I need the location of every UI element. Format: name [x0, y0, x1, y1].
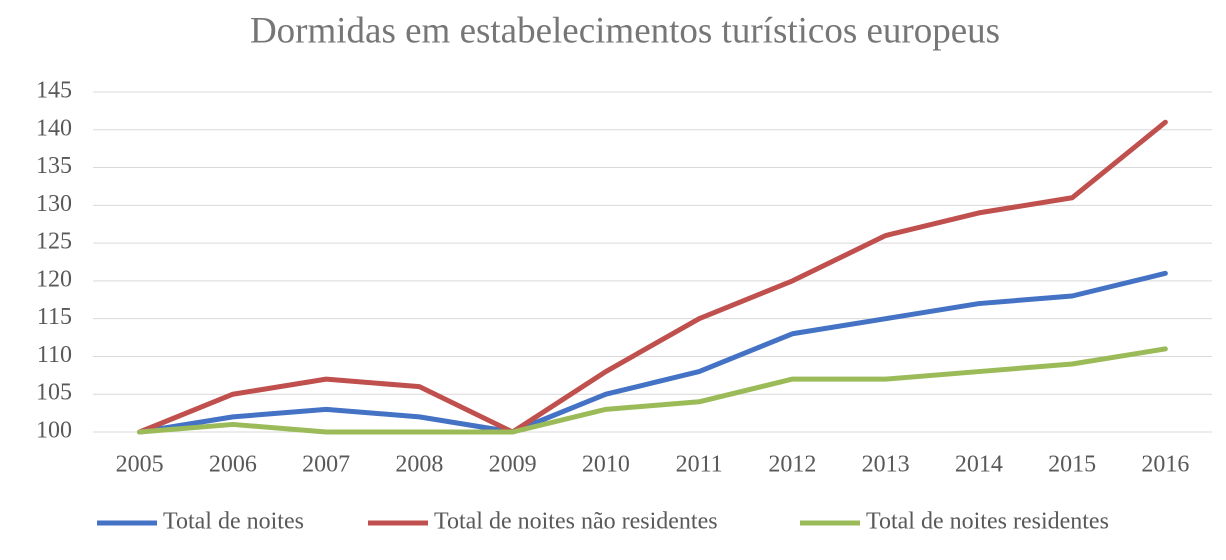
- y-tick-label: 135: [36, 153, 72, 179]
- x-tick-label: 2005: [116, 452, 164, 478]
- x-tick-label: 2007: [302, 452, 350, 478]
- y-tick-label: 140: [36, 115, 72, 141]
- y-tick-label: 110: [37, 342, 72, 368]
- x-tick-label: 2009: [489, 452, 537, 478]
- x-tick-label: 2010: [582, 452, 630, 478]
- chart-title: Dormidas em estabelecimentos turísticos …: [250, 10, 1000, 51]
- x-tick-label: 2011: [676, 452, 723, 478]
- y-tick-label: 100: [36, 418, 72, 444]
- y-tick-label: 115: [37, 304, 72, 330]
- y-tick-label: 105: [36, 380, 72, 406]
- x-tick-label: 2008: [395, 452, 443, 478]
- x-tick-label: 2012: [768, 452, 816, 478]
- series-line: [137, 119, 1168, 435]
- y-tick-label: 130: [36, 191, 72, 217]
- legend-label: Total de noites residentes: [866, 509, 1109, 535]
- y-tick-label: 145: [36, 78, 72, 104]
- series-line: [137, 270, 1168, 435]
- x-tick-label: 2006: [209, 452, 257, 478]
- legend-label: Total de noites não residentes: [434, 509, 718, 535]
- x-tick-label: 2016: [1141, 452, 1189, 478]
- x-tick-label: 2015: [1048, 452, 1096, 478]
- legend-label: Total de noites: [163, 509, 304, 535]
- y-tick-label: 120: [36, 266, 72, 292]
- x-tick-label: 2013: [862, 452, 910, 478]
- y-tick-label: 125: [36, 229, 72, 255]
- x-tick-label: 2014: [955, 452, 1003, 478]
- series-line: [137, 346, 1168, 435]
